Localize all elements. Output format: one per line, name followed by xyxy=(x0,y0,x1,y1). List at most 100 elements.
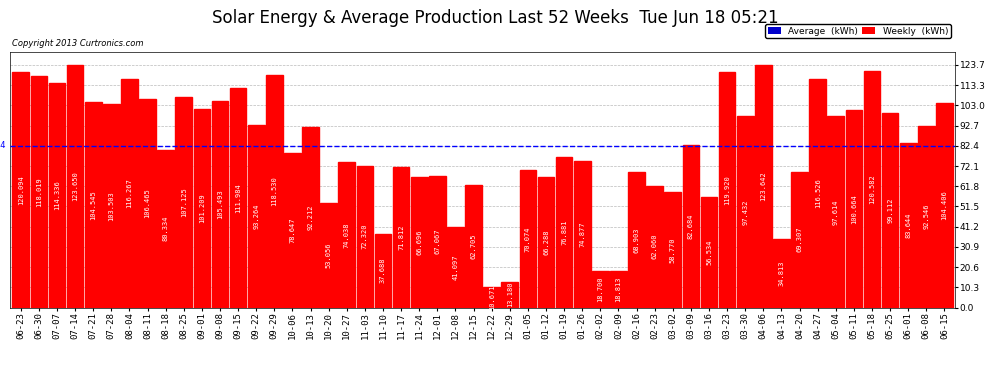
Bar xyxy=(845,110,862,308)
Text: 97.614: 97.614 xyxy=(833,199,839,225)
Bar xyxy=(103,105,120,308)
Text: 68.903: 68.903 xyxy=(634,227,640,253)
Text: 67.067: 67.067 xyxy=(435,229,441,255)
Bar xyxy=(791,171,808,308)
Bar xyxy=(66,65,83,308)
Bar xyxy=(737,116,753,308)
Text: 93.264: 93.264 xyxy=(253,203,259,229)
Bar xyxy=(302,127,319,308)
Bar xyxy=(465,184,482,308)
Text: 120.094: 120.094 xyxy=(18,175,24,205)
Bar xyxy=(321,203,337,308)
Bar xyxy=(937,103,952,308)
Text: 72.320: 72.320 xyxy=(362,224,368,249)
Text: 99.112: 99.112 xyxy=(887,198,893,223)
Bar xyxy=(538,177,554,308)
Text: 62.705: 62.705 xyxy=(470,233,476,259)
Text: 101.209: 101.209 xyxy=(199,194,205,223)
Text: 37.688: 37.688 xyxy=(380,258,386,283)
Text: 104.545: 104.545 xyxy=(90,190,96,220)
Bar xyxy=(828,116,844,308)
Bar xyxy=(85,102,102,308)
Bar xyxy=(447,227,463,308)
Text: 74.038: 74.038 xyxy=(344,222,349,248)
Text: 53.056: 53.056 xyxy=(326,243,332,268)
Text: 118.019: 118.019 xyxy=(36,177,42,207)
Text: 106.465: 106.465 xyxy=(145,188,150,218)
Bar xyxy=(374,234,391,308)
Bar xyxy=(555,157,572,308)
Bar xyxy=(810,79,826,308)
Bar xyxy=(175,98,192,308)
Bar xyxy=(157,150,174,308)
Text: 100.664: 100.664 xyxy=(851,194,857,224)
Text: 116.526: 116.526 xyxy=(815,178,821,208)
Bar xyxy=(212,100,229,308)
Bar xyxy=(248,124,264,308)
Bar xyxy=(339,162,355,308)
Bar xyxy=(520,170,537,308)
Bar xyxy=(13,72,29,308)
Text: 62.060: 62.060 xyxy=(651,234,657,260)
Text: 34.813: 34.813 xyxy=(778,261,784,286)
Bar xyxy=(664,192,681,308)
Bar xyxy=(610,271,627,308)
Bar xyxy=(230,88,247,308)
Text: 18.813: 18.813 xyxy=(616,276,622,302)
Bar xyxy=(266,75,283,307)
Bar xyxy=(31,76,48,308)
Text: 83.644: 83.644 xyxy=(905,213,911,238)
Bar xyxy=(682,145,699,308)
Bar xyxy=(356,166,373,308)
Text: 56.534: 56.534 xyxy=(706,239,712,265)
Bar xyxy=(918,126,935,308)
Text: 111.984: 111.984 xyxy=(235,183,242,213)
Text: 70.074: 70.074 xyxy=(525,226,531,252)
Bar xyxy=(429,176,446,308)
Text: 71.812: 71.812 xyxy=(398,224,404,250)
Bar xyxy=(701,196,718,308)
Text: 123.642: 123.642 xyxy=(760,171,766,201)
Text: 116.267: 116.267 xyxy=(127,178,133,209)
Bar xyxy=(719,72,736,308)
Text: 13.180: 13.180 xyxy=(507,282,513,308)
Bar xyxy=(646,186,663,308)
Text: 123.650: 123.650 xyxy=(72,171,78,201)
Bar xyxy=(863,71,880,308)
Text: 118.530: 118.530 xyxy=(271,176,277,206)
Text: 82.684: 82.684 xyxy=(688,214,694,239)
Bar xyxy=(574,160,591,308)
Text: 74.877: 74.877 xyxy=(579,221,585,247)
Text: 18.700: 18.700 xyxy=(597,276,603,302)
Bar xyxy=(121,80,138,308)
Text: 120.582: 120.582 xyxy=(869,174,875,204)
Text: Solar Energy & Average Production Last 52 Weeks  Tue Jun 18 05:21: Solar Energy & Average Production Last 5… xyxy=(212,9,778,27)
Bar xyxy=(592,271,609,308)
Text: 80.334: 80.334 xyxy=(162,216,168,242)
Text: Copyright 2013 Curtronics.com: Copyright 2013 Curtronics.com xyxy=(12,39,144,48)
Text: 76.881: 76.881 xyxy=(561,219,567,245)
Bar xyxy=(755,65,771,308)
Bar xyxy=(140,99,155,308)
Bar xyxy=(882,113,899,308)
Text: 66.696: 66.696 xyxy=(416,230,422,255)
Bar xyxy=(411,177,428,308)
Text: 92.546: 92.546 xyxy=(924,204,930,230)
Text: 41.097: 41.097 xyxy=(452,255,458,280)
Text: 78.647: 78.647 xyxy=(289,217,295,243)
Text: 58.770: 58.770 xyxy=(670,237,676,262)
Bar xyxy=(502,282,518,308)
Text: 104.406: 104.406 xyxy=(941,190,947,220)
Text: 107.125: 107.125 xyxy=(181,188,187,217)
Bar xyxy=(900,143,917,308)
Text: 114.336: 114.336 xyxy=(54,180,60,210)
Text: 10.671: 10.671 xyxy=(489,284,495,310)
Legend: Average  (kWh), Weekly  (kWh): Average (kWh), Weekly (kWh) xyxy=(765,24,950,38)
Text: 97.432: 97.432 xyxy=(742,199,748,225)
Bar xyxy=(483,286,500,308)
Text: 92.212: 92.212 xyxy=(308,204,314,230)
Bar xyxy=(194,109,210,307)
Text: 69.307: 69.307 xyxy=(797,227,803,252)
Text: 66.288: 66.288 xyxy=(544,230,549,255)
Text: 82.4: 82.4 xyxy=(0,141,6,150)
